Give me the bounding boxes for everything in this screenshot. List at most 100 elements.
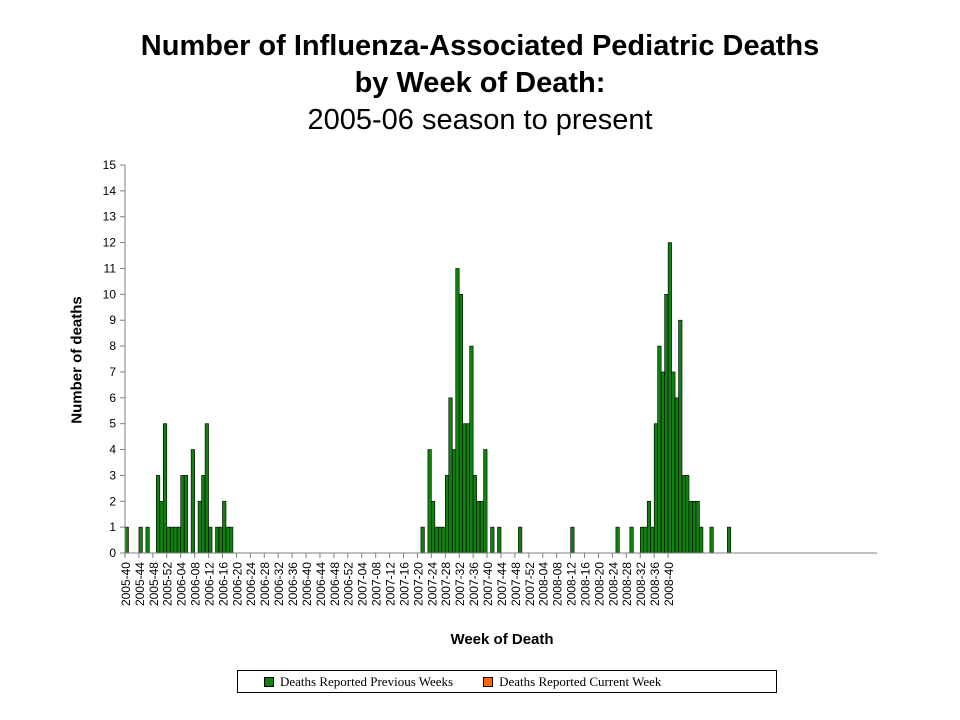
x-tick-label-2005-48: 2005-48 (147, 562, 161, 606)
x-tick-label-2007-36: 2007-36 (467, 562, 481, 606)
bar-week-150 (646, 500, 652, 554)
bar-week-21 (197, 500, 202, 554)
y-tick-label-1: 1 (109, 520, 116, 534)
x-tick-label-2006-04: 2006-04 (175, 562, 189, 606)
bar-week-14 (173, 526, 178, 554)
x-tick-label-2007-28: 2007-28 (439, 562, 453, 606)
y-tick-label-7: 7 (109, 365, 116, 379)
x-tick-label-2006-16: 2006-16 (216, 562, 230, 606)
y-tick-label-8: 8 (109, 339, 116, 353)
x-tick-label-2007-20: 2007-20 (411, 562, 425, 606)
bar-week-158 (674, 397, 679, 554)
x-tick-label-2007-16: 2007-16 (397, 562, 411, 606)
bar-week-15 (176, 526, 182, 554)
bar-week-29 (225, 526, 230, 554)
y-tick-label-6: 6 (109, 391, 116, 405)
bar-week-173 (726, 526, 732, 554)
bar-week-103 (483, 449, 488, 554)
bar-week-141 (615, 526, 620, 554)
y-tick-label-14: 14 (103, 184, 117, 198)
bar-week-168 (709, 526, 714, 554)
bar-week-23 (204, 423, 209, 554)
y-tick-label-0: 0 (109, 546, 116, 560)
x-tick-label-2008-24: 2008-24 (606, 562, 620, 606)
x-tick-label-2006-28: 2006-28 (258, 562, 272, 606)
y-tick-label-2: 2 (109, 494, 116, 508)
bar-week-26 (215, 526, 220, 554)
bar-week-101 (476, 500, 481, 554)
bar-week-16 (180, 475, 185, 554)
x-tick-label-2008-04: 2008-04 (537, 562, 551, 606)
x-tick-label-2006-44: 2006-44 (314, 562, 328, 606)
bar-week-165 (699, 526, 704, 554)
bar-week-88 (431, 500, 436, 554)
legend: Deaths Reported Previous Weeks Deaths Re… (237, 670, 777, 693)
bar-week-157 (671, 371, 676, 554)
x-tick-label-2007-52: 2007-52 (523, 562, 537, 606)
x-tick-label-2006-52: 2006-52 (342, 562, 356, 606)
bar-week-155 (664, 294, 669, 554)
x-axis-label: Week of Death (450, 631, 554, 648)
x-tick-label-2006-20: 2006-20 (230, 562, 244, 606)
x-tick-label-2006-24: 2006-24 (244, 562, 258, 606)
bar-week-91 (441, 526, 446, 554)
legend-swatch-previous (264, 676, 274, 687)
bar-week-90 (438, 526, 443, 554)
bar-week-93 (448, 397, 453, 554)
x-tick-label-2008-32: 2008-32 (634, 562, 648, 606)
x-tick-label-2006-48: 2006-48 (328, 562, 342, 606)
x-tick-label-2006-08: 2006-08 (189, 562, 203, 606)
x-tick-label-2007-32: 2007-32 (453, 562, 467, 606)
bar-week-154 (660, 371, 665, 554)
x-tick-label-2007-08: 2007-08 (370, 562, 384, 606)
bar-week-17 (183, 475, 188, 554)
bar-week-102 (479, 500, 484, 554)
bar-week-161 (685, 475, 690, 554)
bar-week-97 (462, 423, 467, 554)
chart-title-line-2: by Week of Death: (354, 67, 606, 99)
x-tick-label-2006-12: 2006-12 (202, 562, 216, 606)
chart-subtitle: 2005-06 season to present (307, 104, 653, 136)
y-tick-label-12: 12 (103, 236, 117, 250)
x-tick-label-2006-36: 2006-36 (286, 562, 300, 606)
y-tick-label-5: 5 (109, 417, 116, 431)
bar-week-28 (222, 500, 227, 554)
bar-week-94 (451, 449, 457, 554)
bar-week-162 (688, 500, 693, 554)
bar-week-107 (497, 526, 502, 554)
x-tick-label-2008-20: 2008-20 (592, 562, 606, 606)
legend-label-previous: Deaths Reported Previous Weeks (280, 673, 454, 689)
y-tick-label-4: 4 (109, 443, 116, 457)
bar-week-148 (639, 526, 645, 554)
bar-week-10 (159, 500, 164, 554)
bar-week-156 (667, 242, 672, 554)
x-tick-label-2008-16: 2008-16 (578, 562, 592, 606)
bar-week-152 (653, 423, 658, 554)
bar-week-98 (465, 423, 470, 554)
bar-week-151 (650, 526, 655, 554)
bar-week-27 (218, 526, 223, 554)
legend-label-current: Deaths Reported Current Week (499, 673, 662, 689)
bar-week-99 (469, 345, 474, 554)
x-tick-label-2007-04: 2007-04 (356, 562, 370, 606)
bar-week-0 (124, 526, 129, 554)
bar-week-159 (678, 319, 683, 554)
bar-week-128 (570, 526, 575, 554)
y-tick-label-9: 9 (109, 313, 116, 327)
bar-week-160 (681, 475, 686, 554)
x-tick-label-2008-08: 2008-08 (551, 562, 565, 606)
bar-week-96 (458, 294, 464, 554)
x-tick-label-2006-32: 2006-32 (272, 562, 286, 606)
x-tick-label-2007-48: 2007-48 (509, 562, 523, 606)
chart-title: Number of Influenza-Associated Pediatric… (140, 30, 820, 62)
bar-week-100 (472, 475, 477, 554)
bar-week-87 (427, 449, 432, 554)
bar-week-13 (169, 526, 175, 554)
bar-week-89 (434, 526, 439, 554)
bar-week-11 (162, 423, 168, 554)
bar-week-12 (166, 526, 171, 554)
y-tick-label-11: 11 (104, 261, 117, 275)
x-tick-label-2007-24: 2007-24 (425, 562, 439, 606)
x-tick-label-2008-40: 2008-40 (662, 562, 676, 606)
